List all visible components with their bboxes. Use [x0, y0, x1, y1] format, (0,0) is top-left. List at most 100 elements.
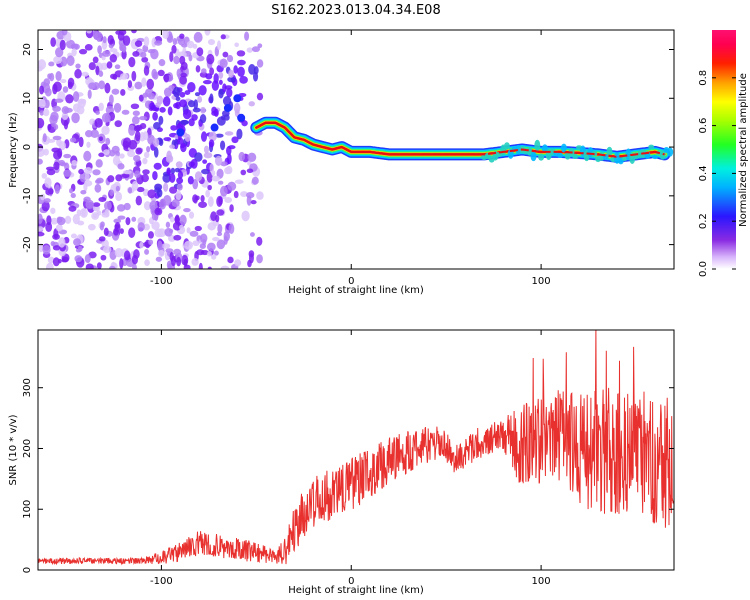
colorbar-tick-label: 0.0 — [698, 261, 709, 277]
spectrogram-noise-blob — [167, 106, 173, 116]
spectrogram-noise-blob — [158, 115, 164, 125]
spectrogram-noise-blob — [246, 191, 255, 199]
spectrogram-noise-blob — [180, 142, 187, 153]
spectrogram-noise-blob — [256, 254, 263, 264]
spectrogram-noise-blob — [138, 94, 144, 102]
spectrogram-noise-blob — [77, 98, 86, 109]
spectrogram-noise-blob — [111, 88, 120, 95]
spectrogram-noise-blob — [128, 227, 136, 238]
spectrogram-noise-blob — [113, 102, 122, 113]
spectrogram-noise-blob — [50, 240, 56, 247]
spectrogram-noise-blob — [107, 34, 114, 45]
spectrogram-noise-blob — [109, 189, 114, 196]
spectrogram-noise-blob — [175, 190, 182, 201]
spectrogram-noise-blob — [128, 56, 136, 68]
spectrogram-ridge-blob — [534, 139, 541, 152]
spectrogram-noise-blob — [39, 85, 45, 95]
spectrogram-noise-blob — [237, 59, 246, 66]
spectrogram-ridge-blob — [557, 152, 564, 159]
spectrogram-noise-blob — [171, 44, 177, 54]
spectrogram-noise-blob — [216, 231, 223, 237]
spectrogram-noise-blob — [178, 51, 187, 58]
spectrogram-noise-blob — [169, 251, 174, 262]
spectrogram-noise-blob — [184, 240, 193, 250]
colorbar-tick-label: 0.8 — [698, 70, 709, 86]
spectrogram-noise-blob — [141, 174, 149, 183]
spectrogram-noise-blob — [169, 186, 178, 194]
spectrogram-noise-blob — [244, 31, 250, 41]
spectrogram-noise-blob — [71, 112, 80, 124]
spectrogram-noise-blob — [134, 130, 141, 142]
spectrogram-noise-blob — [134, 170, 141, 178]
spectrogram-noise-blob — [78, 168, 84, 175]
spectrogram-noise-blob — [114, 120, 122, 128]
spectrogram-noise-blob — [85, 199, 94, 210]
spectrogram-noise-blob — [203, 145, 209, 154]
spectrogram-noise-blob — [226, 88, 233, 98]
spectrogram-noise-blob — [257, 43, 263, 49]
spectrogram-noise-blob — [157, 240, 163, 251]
spectrogram-noise-blob — [256, 59, 264, 68]
spectrogram-noise-blob — [142, 157, 148, 165]
spectrogram-noise-blob — [226, 54, 234, 63]
spectrogram-noise-blob — [238, 151, 246, 162]
spectrogram-noise-blob — [70, 233, 77, 239]
spectrogram-ytick-label: 20 — [22, 43, 33, 56]
spectrogram-noise-blob — [143, 223, 150, 231]
spectrogram-noise-blob — [154, 187, 162, 193]
spectrogram-noise-blob — [87, 89, 92, 100]
spectrogram-noise-blob — [199, 113, 207, 124]
spectrogram-noise-blob — [196, 47, 204, 57]
spectrogram-noise-blob — [154, 40, 163, 46]
spectrogram-noise-blob — [78, 48, 88, 55]
snr-ytick-label: 300 — [22, 378, 33, 397]
spectrogram-noise-blob — [200, 131, 208, 142]
spectrogram-noise-blob — [114, 222, 121, 233]
spectrogram-noise-blob — [200, 233, 208, 244]
spectrogram-noise-blob — [38, 213, 43, 225]
spectrogram-noise-blob — [209, 163, 214, 172]
spectrogram-noise-blob — [195, 65, 201, 73]
spectrogram-ridge-blob — [652, 155, 659, 160]
spectrogram-noise-blob — [207, 222, 217, 231]
spectrogram-noise-blob — [115, 174, 123, 182]
figure-title: S162.2023.013.04.34.E08 — [271, 3, 440, 18]
spectrogram-noise-blob — [50, 37, 57, 48]
spectrogram-noise-blob — [116, 204, 126, 212]
spectrogram-noise-blob — [158, 59, 166, 67]
spectrogram-noise-blob — [96, 177, 104, 184]
spectrogram-noise-blob — [211, 80, 219, 91]
spectrogram-noise-blob — [100, 62, 109, 70]
spectrogram-noise-blob — [166, 167, 172, 175]
spectrogram-ytick-label: -20 — [22, 236, 33, 252]
spectrogram-noise-blob — [198, 85, 207, 96]
spectrogram-noise-blob — [211, 254, 217, 260]
spectrogram-noise-blob — [98, 80, 106, 90]
spectrogram-noise-blob — [224, 167, 231, 175]
spectrogram-noise-blob — [103, 201, 112, 211]
spectrogram-noise-blob — [95, 159, 103, 168]
spectrogram-noise-blob — [43, 198, 51, 203]
spectrogram-noise-blob — [216, 239, 226, 250]
spectrogram-noise-blob — [163, 137, 172, 142]
spectrogram-noise-blob — [174, 167, 181, 173]
spectrogram-noise-blob — [128, 139, 138, 150]
spectrogram-noise-blob — [52, 233, 60, 240]
spectrogram-noise-blob — [92, 202, 101, 207]
spectrogram-noise-blob — [140, 51, 147, 58]
spectrogram-noise-blob — [134, 81, 143, 90]
spectrogram-noise-blob — [217, 180, 224, 185]
spectrogram-noise-blob — [92, 169, 101, 176]
spectrogram-noise-blob — [209, 93, 214, 104]
spectrogram-noise-blob — [215, 214, 220, 223]
spectrogram-noise-blob — [176, 183, 183, 191]
spectrogram-noise-blob — [170, 125, 178, 131]
spectrogram-noise-blob — [81, 71, 89, 77]
spectrogram-noise-blob — [135, 147, 143, 155]
spectrogram-noise-blob — [80, 189, 87, 195]
spectrogram-noise-blob — [169, 173, 176, 183]
spectrogram-noise-blob — [74, 255, 83, 263]
spectrogram-noise-blob — [110, 73, 117, 80]
